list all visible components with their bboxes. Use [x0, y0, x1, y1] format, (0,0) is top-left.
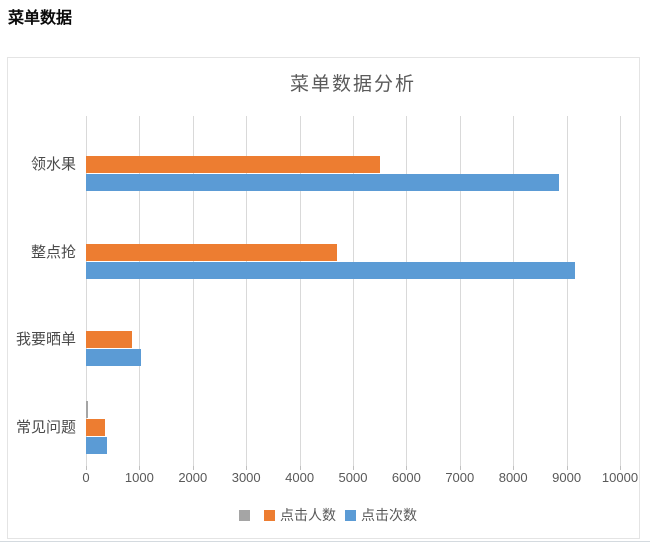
axis-tick [513, 466, 515, 470]
axis-tick [139, 466, 141, 470]
x-axis-tick-label: 5000 [338, 470, 368, 485]
axis-tick [459, 466, 461, 470]
y-axis-category-label: 领水果 [30, 156, 76, 173]
axis-tick [406, 466, 408, 470]
bar [86, 261, 575, 279]
axis-tick [86, 466, 87, 470]
x-axis-tick-label: 0 [82, 470, 90, 485]
gridline [566, 116, 568, 466]
x-axis-tick-label: 1000 [124, 470, 154, 485]
x-axis-tick-label: 2000 [178, 470, 208, 485]
legend-swatch-icon [345, 509, 356, 521]
chart-container: 菜单数据分析 领水果整点抢我要晒单常见问题 0 1000 2000 3000 4000 5… [7, 57, 640, 539]
legend-swatch-icon [264, 509, 275, 521]
axis-tick [192, 466, 194, 470]
gridline [299, 116, 301, 466]
bar [86, 243, 337, 261]
y-axis-category-label: 整点抢 [30, 243, 76, 261]
page-divider [0, 541, 650, 542]
bar [86, 174, 559, 191]
y-axis-category-label: 常见问题 [15, 418, 76, 436]
x-axis-tick-label: 4000 [285, 470, 315, 485]
y-axis-category-label: 我要晒单 [15, 331, 76, 348]
axis-tick [299, 466, 301, 470]
legend-label: 点击次数 [361, 507, 417, 523]
page-title: 菜单数据 [8, 10, 73, 27]
legend-item [230, 509, 255, 521]
gridline [406, 116, 408, 466]
axis-tick [566, 466, 568, 470]
bar [86, 400, 88, 418]
bar [86, 349, 141, 366]
gridline [192, 116, 194, 466]
gridline [246, 116, 248, 466]
bar [86, 331, 133, 348]
legend: 点击人数 点击次数 [8, 505, 639, 525]
gridline [513, 116, 515, 466]
plot-area [86, 116, 621, 470]
bar [86, 418, 105, 436]
gridline [353, 116, 354, 466]
x-axis-tick-label: 7000 [445, 470, 475, 485]
gridline [139, 116, 141, 466]
legend-label: 点击人数 [280, 507, 336, 523]
axis-tick [620, 466, 621, 470]
axis-tick [246, 466, 248, 470]
x-axis-tick-label: 3000 [231, 470, 261, 485]
gridline [459, 116, 461, 466]
legend-item: 点击次数 [336, 505, 417, 525]
x-axis-tick-label: 10000 [601, 470, 639, 485]
bar [86, 156, 380, 173]
gridline [86, 116, 87, 466]
x-axis-tick-label: 6000 [391, 470, 421, 485]
x-axis-tick-label: 9000 [552, 470, 582, 485]
axis-tick [353, 466, 354, 470]
bar [86, 436, 108, 454]
gridline [620, 116, 621, 466]
legend-item: 点击人数 [255, 505, 336, 525]
chart-title: 菜单数据分析 [289, 74, 416, 95]
x-axis-tick-label: 8000 [498, 470, 528, 485]
legend-swatch-icon [239, 509, 250, 521]
